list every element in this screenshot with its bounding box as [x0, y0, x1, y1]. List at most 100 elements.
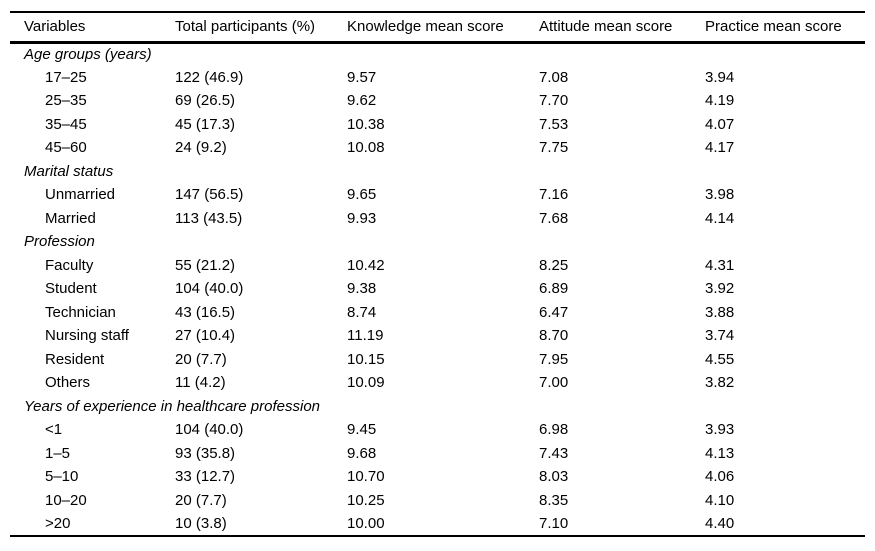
table-body: Age groups (years) 17–25 122 (46.9) 9.57 7.0…	[10, 42, 865, 536]
table-cell: 7.08	[539, 68, 569, 86]
table-cell: 4.17	[705, 139, 735, 157]
table-row: >20 10 (3.8) 10.00 7.10 4.40	[10, 512, 865, 536]
table-cell: 10.38	[347, 115, 385, 133]
table-cell: 9.38	[347, 280, 377, 298]
table-cell: 11 (4.2)	[175, 374, 226, 392]
table-cell: 55 (21.2)	[175, 256, 236, 274]
row-label: Others	[45, 374, 91, 392]
table-cell: 7.53	[539, 115, 569, 133]
table-cell: 8.70	[539, 327, 569, 345]
table-row: Student 104 (40.0) 9.38 6.89 3.92	[10, 277, 865, 301]
table-cell: 9.62	[347, 92, 377, 110]
table-cell: 10.08	[347, 139, 385, 157]
table-cell: 10.70	[347, 468, 385, 486]
table-cell: 93 (35.8)	[175, 444, 236, 462]
row-label: 35–45	[45, 115, 87, 133]
table-cell: 9.93	[347, 209, 377, 227]
column-header: Knowledge mean score	[347, 12, 539, 44]
row-label: 10–20	[45, 491, 87, 509]
table-row: 5–10 33 (12.7) 10.70 8.03 4.06	[10, 465, 865, 489]
section-header-row: Years of experience in healthcare profes…	[10, 395, 865, 419]
table-cell: 9.45	[347, 421, 377, 439]
table-header-row: Variables Total participants (%) Knowledge…	[10, 12, 865, 44]
table-cell: 24 (9.2)	[175, 139, 227, 157]
column-header: Practice mean score	[705, 12, 865, 44]
section-header-row: Marital status	[10, 160, 865, 184]
table-cell: 7.43	[539, 444, 569, 462]
row-label: 1–5	[45, 444, 71, 462]
section-header-row: Age groups (years)	[10, 42, 865, 66]
table-cell: 7.70	[539, 92, 569, 110]
table-cell: 4.06	[705, 468, 735, 486]
table-cell: 8.35	[539, 491, 569, 509]
column-header: Attitude mean score	[539, 12, 705, 44]
table-cell: 104 (40.0)	[175, 280, 244, 298]
table-cell: 3.82	[705, 374, 735, 392]
table-row: <1 104 (40.0) 9.45 6.98 3.93	[10, 418, 865, 442]
section-label: Profession	[24, 233, 95, 251]
table-cell: 4.40	[705, 514, 735, 532]
row-label: 5–10	[45, 468, 79, 486]
table-cell: 7.95	[539, 350, 569, 368]
row-label: 17–25	[45, 68, 87, 86]
row-label: >20	[45, 514, 71, 532]
table-cell: 7.16	[539, 186, 569, 204]
table-cell: 10.42	[347, 256, 385, 274]
table-row: 17–25 122 (46.9) 9.57 7.08 3.94	[10, 66, 865, 90]
table-cell: 9.65	[347, 186, 377, 204]
table-row: 1–5 93 (35.8) 9.68 7.43 4.13	[10, 442, 865, 466]
table-row: 35–45 45 (17.3) 10.38 7.53 4.07	[10, 113, 865, 137]
row-label: Resident	[45, 350, 105, 368]
table-cell: 3.93	[705, 421, 735, 439]
table-cell: 7.75	[539, 139, 569, 157]
column-header: Variables	[10, 12, 175, 44]
table-cell: 4.07	[705, 115, 735, 133]
section-label: Marital status	[24, 162, 114, 180]
table-cell: 4.55	[705, 350, 735, 368]
table-cell: 3.94	[705, 68, 735, 86]
table-cell: 113 (43.5)	[175, 209, 243, 227]
row-label: 45–60	[45, 139, 87, 157]
table-cell: 6.98	[539, 421, 569, 439]
table-cell: 6.89	[539, 280, 569, 298]
table-row: Others 11 (4.2) 10.09 7.00 3.82	[10, 371, 865, 395]
table-cell: 3.98	[705, 186, 735, 204]
table-cell: 43 (16.5)	[175, 303, 236, 321]
table-row: Technician 43 (16.5) 8.74 6.47 3.88	[10, 301, 865, 325]
table-cell: 27 (10.4)	[175, 327, 236, 345]
table-cell: 8.74	[347, 303, 377, 321]
table-cell: 4.10	[705, 491, 735, 509]
row-label: <1	[45, 421, 63, 439]
row-label: Student	[45, 280, 97, 298]
row-label: Married	[45, 209, 96, 227]
table-cell: 7.00	[539, 374, 569, 392]
row-label: Unmarried	[45, 186, 116, 204]
row-label: Technician	[45, 303, 116, 321]
table-cell: 7.68	[539, 209, 569, 227]
table-cell: 122 (46.9)	[175, 68, 244, 86]
table-cell: 10.09	[347, 374, 385, 392]
table-cell: 69 (26.5)	[175, 92, 236, 110]
table-row: Faculty 55 (21.2) 10.42 8.25 4.31	[10, 254, 865, 278]
results-table: Variables Total participants (%) Knowledge…	[10, 11, 865, 537]
table-cell: 4.31	[705, 256, 735, 274]
section-header-row: Profession	[10, 230, 865, 254]
table-row: Nursing staff 27 (10.4) 11.19 8.70 3.74	[10, 324, 865, 348]
table-cell: 11.19	[347, 327, 384, 345]
table-cell: 4.14	[705, 209, 735, 227]
row-label: 25–35	[45, 92, 87, 110]
results-table-container: Variables Total participants (%) Knowledge…	[10, 11, 865, 537]
table-row: Married 113 (43.5) 9.93 7.68 4.14	[10, 207, 865, 231]
table-row: Unmarried 147 (56.5) 9.65 7.16 3.98	[10, 183, 865, 207]
table-cell: 8.25	[539, 256, 569, 274]
table-cell: 9.57	[347, 68, 377, 86]
table-cell: 10.15	[347, 350, 385, 368]
table-cell: 3.92	[705, 280, 735, 298]
table-row: 45–60 24 (9.2) 10.08 7.75 4.17	[10, 136, 865, 160]
row-label: Nursing staff	[45, 327, 129, 345]
table-cell: 20 (7.7)	[175, 491, 227, 509]
table-cell: 45 (17.3)	[175, 115, 236, 133]
section-label: Age groups (years)	[24, 46, 152, 63]
table-cell: 10.00	[347, 514, 385, 532]
table-cell: 10.25	[347, 491, 385, 509]
